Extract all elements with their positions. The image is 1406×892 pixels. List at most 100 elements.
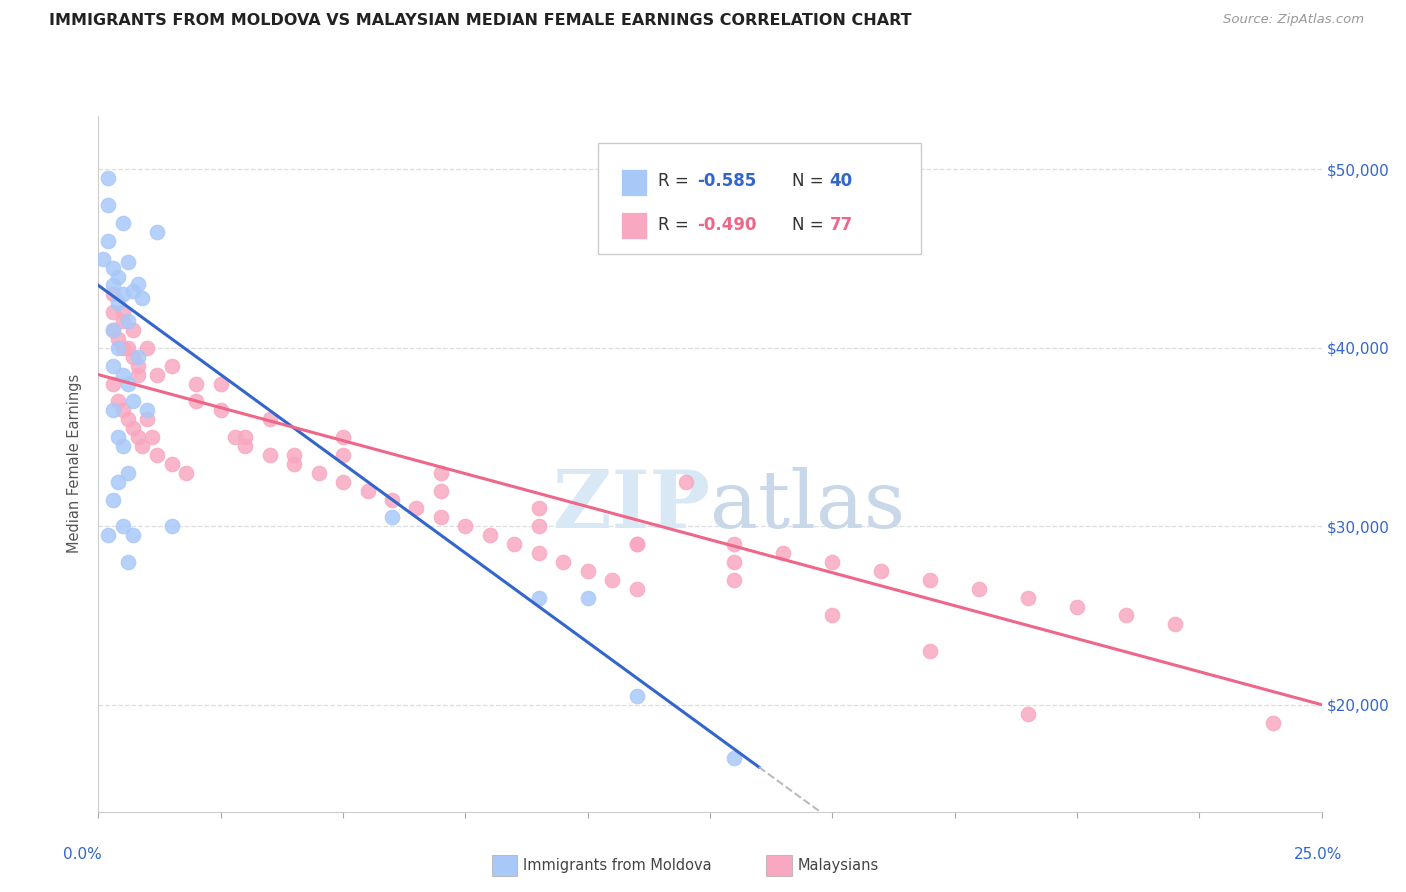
Point [101, 323, 124, 337]
Point [121, 350, 143, 364]
Text: Malaysians: Malaysians [797, 858, 879, 872]
Point [283, 457, 305, 471]
Point [136, 412, 159, 426]
Point [101, 278, 124, 293]
Point [111, 439, 134, 453]
Point [308, 466, 330, 480]
Point [127, 359, 149, 373]
Point [111, 216, 134, 230]
Text: Source: ZipAtlas.com: Source: ZipAtlas.com [1223, 13, 1364, 27]
Point [626, 582, 648, 596]
Point [146, 368, 169, 382]
Y-axis label: Median Female Earnings: Median Female Earnings [67, 375, 83, 553]
Point [117, 412, 139, 426]
Text: ZIP: ZIP [553, 467, 710, 545]
Point [97, 234, 120, 248]
Point [131, 439, 153, 453]
Point [121, 284, 143, 298]
Point [600, 573, 623, 587]
Point [723, 573, 745, 587]
Point [111, 305, 134, 319]
Point [107, 269, 129, 284]
Point [107, 332, 129, 346]
Text: atlas: atlas [710, 467, 905, 545]
Point [117, 376, 139, 391]
Point [224, 430, 246, 444]
Point [160, 519, 183, 533]
Point [553, 555, 575, 569]
Text: 77: 77 [830, 216, 853, 234]
Point [117, 255, 139, 269]
Point [576, 591, 599, 605]
Point [111, 368, 134, 382]
Point [111, 287, 134, 301]
Text: -0.585: -0.585 [697, 172, 756, 190]
Point [111, 403, 134, 417]
Point [1066, 599, 1088, 614]
Point [870, 564, 893, 578]
Point [121, 323, 143, 337]
Point [430, 483, 453, 498]
Text: 25.0%: 25.0% [1295, 847, 1343, 862]
Point [127, 277, 149, 291]
Point [527, 546, 550, 560]
Text: R =: R = [658, 172, 695, 190]
Point [209, 403, 232, 417]
Point [454, 519, 477, 533]
Point [186, 394, 208, 409]
Point [107, 296, 129, 310]
Text: R =: R = [658, 216, 695, 234]
Point [107, 430, 129, 444]
Point [723, 555, 745, 569]
Point [136, 403, 159, 417]
Point [1164, 617, 1187, 632]
Point [111, 341, 134, 355]
Point [675, 475, 697, 489]
Point [821, 608, 844, 623]
Point [101, 376, 124, 391]
Point [772, 546, 794, 560]
Point [121, 421, 143, 435]
Point [111, 519, 134, 533]
Point [107, 394, 129, 409]
Point [626, 537, 648, 551]
Point [259, 412, 281, 426]
Point [107, 341, 129, 355]
Point [127, 350, 149, 364]
Point [381, 492, 404, 507]
Point [176, 466, 198, 480]
Point [121, 528, 143, 542]
Point [127, 430, 149, 444]
Point [1115, 608, 1137, 623]
Point [141, 430, 163, 444]
Point [821, 555, 844, 569]
Point [626, 689, 648, 703]
Point [430, 510, 453, 524]
Point [160, 457, 183, 471]
Point [101, 359, 124, 373]
Point [127, 368, 149, 382]
Point [430, 466, 453, 480]
Point [233, 430, 256, 444]
Point [131, 291, 153, 305]
Point [209, 376, 232, 391]
Point [356, 483, 378, 498]
Text: -0.490: -0.490 [697, 216, 756, 234]
Point [101, 492, 124, 507]
Point [259, 448, 281, 462]
Point [101, 403, 124, 417]
Point [97, 528, 120, 542]
Point [97, 171, 120, 186]
Point [186, 376, 208, 391]
Point [283, 448, 305, 462]
Point [160, 359, 183, 373]
Point [723, 751, 745, 765]
Point [107, 475, 129, 489]
Text: N =: N = [792, 172, 828, 190]
Point [101, 260, 124, 275]
Point [1017, 591, 1039, 605]
Point [117, 466, 139, 480]
Text: 0.0%: 0.0% [63, 847, 103, 862]
Text: IMMIGRANTS FROM MOLDOVA VS MALAYSIAN MEDIAN FEMALE EARNINGS CORRELATION CHART: IMMIGRANTS FROM MOLDOVA VS MALAYSIAN MED… [49, 13, 912, 29]
Point [1261, 715, 1284, 730]
